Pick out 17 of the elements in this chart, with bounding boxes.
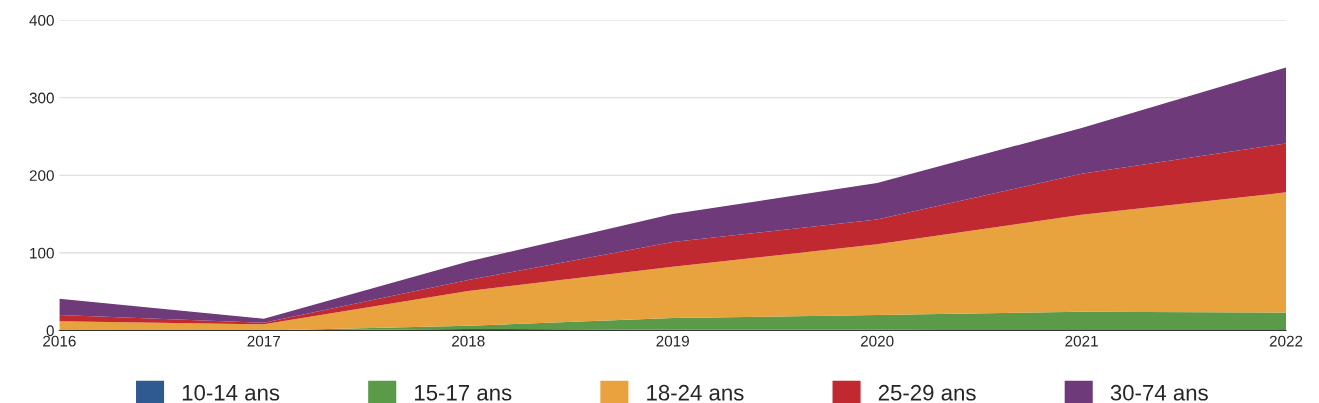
x-tick-label: 2021 xyxy=(1065,335,1098,347)
y-tick-label: 200 xyxy=(29,170,54,181)
legend-label: 15-17 ans xyxy=(415,385,512,401)
x-tick-label: 2018 xyxy=(452,335,485,347)
x-tick-label: 2016 xyxy=(43,335,76,347)
y-tick-label: 300 xyxy=(29,92,54,104)
legend-label: 10-14 ans xyxy=(182,384,280,401)
x-tick-label: 2022 xyxy=(1269,335,1303,347)
legend-label: 25-29 ans xyxy=(878,384,976,401)
x-tick-label: 2020 xyxy=(860,335,894,347)
y-tick-label: 0 xyxy=(46,325,54,337)
legend-label: 18-24 ans xyxy=(647,384,744,401)
y-tick-label: 400 xyxy=(29,15,54,26)
y-tick-label: 100 xyxy=(30,247,54,259)
x-tick-label: 2017 xyxy=(247,335,281,347)
x-tick-label: 2019 xyxy=(656,335,689,347)
legend-label: 30-74 ans xyxy=(1110,384,1208,401)
